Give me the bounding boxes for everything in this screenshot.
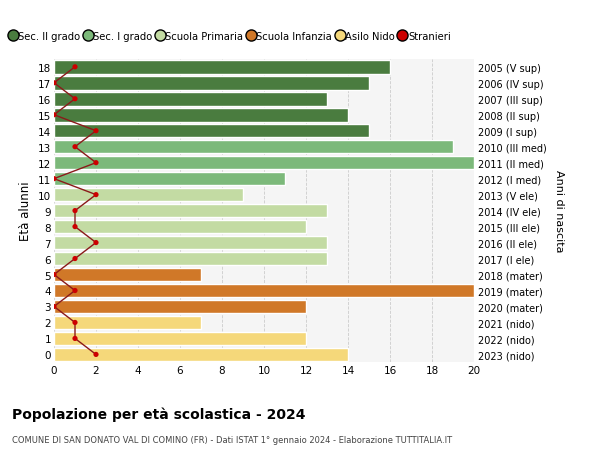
Point — [70, 144, 80, 151]
Legend: Sec. II grado, Sec. I grado, Scuola Primaria, Scuola Infanzia, Asilo Nido, Stran: Sec. II grado, Sec. I grado, Scuola Prim… — [6, 28, 455, 46]
Bar — [54, 173, 285, 186]
Point — [91, 239, 101, 246]
Bar — [54, 284, 474, 297]
Bar — [54, 157, 474, 170]
Point — [70, 224, 80, 231]
Bar — [54, 109, 348, 122]
Bar — [54, 77, 369, 90]
Point — [49, 303, 59, 310]
Point — [91, 191, 101, 199]
Bar — [54, 316, 201, 330]
Bar — [54, 220, 306, 234]
Bar — [54, 332, 306, 346]
Bar — [54, 348, 348, 361]
Point — [91, 160, 101, 167]
Point — [70, 64, 80, 71]
Point — [70, 96, 80, 103]
Text: COMUNE DI SAN DONATO VAL DI COMINO (FR) - Dati ISTAT 1° gennaio 2024 - Elaborazi: COMUNE DI SAN DONATO VAL DI COMINO (FR) … — [12, 435, 452, 444]
Bar — [54, 252, 327, 266]
Y-axis label: Anni di nascita: Anni di nascita — [554, 170, 563, 252]
Y-axis label: Età alunni: Età alunni — [19, 181, 32, 241]
Point — [70, 319, 80, 326]
Bar — [54, 140, 453, 154]
Bar — [54, 300, 306, 313]
Point — [70, 287, 80, 295]
Bar — [54, 268, 201, 282]
Point — [70, 255, 80, 263]
Point — [49, 176, 59, 183]
Bar — [54, 93, 327, 106]
Bar — [54, 236, 327, 250]
Bar — [54, 189, 243, 202]
Bar — [54, 61, 390, 74]
Point — [70, 207, 80, 215]
Point — [49, 271, 59, 279]
Bar — [54, 204, 327, 218]
Point — [70, 335, 80, 342]
Point — [91, 128, 101, 135]
Point — [49, 80, 59, 87]
Text: Popolazione per età scolastica - 2024: Popolazione per età scolastica - 2024 — [12, 406, 305, 421]
Point — [91, 351, 101, 358]
Point — [49, 112, 59, 119]
Bar — [54, 125, 369, 138]
